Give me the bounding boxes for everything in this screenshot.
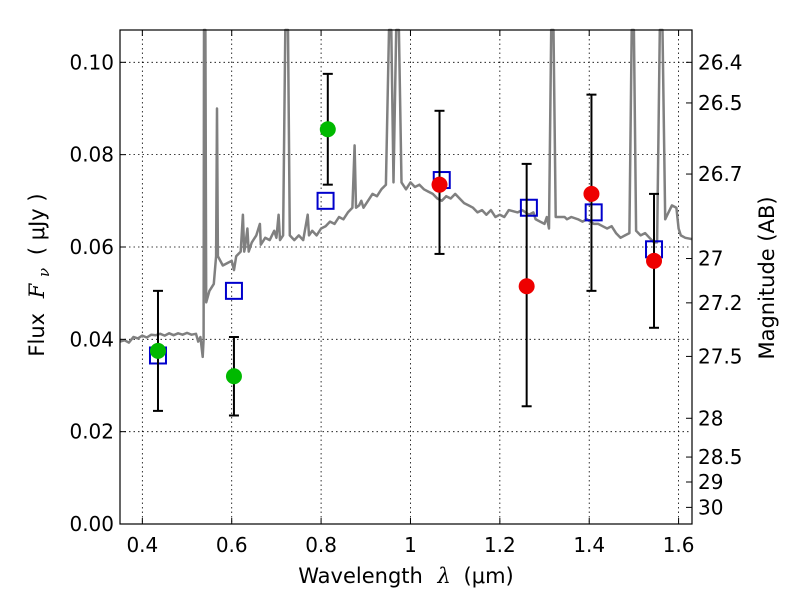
- y-tick-label-3: 0.06: [69, 235, 114, 259]
- observed-point-0-0: [149, 342, 166, 359]
- y2-tick-label-5: 27.5: [698, 344, 743, 368]
- observed-point-0-1: [225, 368, 242, 385]
- y-tick-label-2: 0.04: [69, 327, 114, 351]
- plot-frame: [119, 29, 693, 525]
- x-tick-label-2: 0.8: [305, 533, 337, 557]
- y2-tick-label-9: 30: [698, 495, 723, 519]
- x-tick-label-6: 1.6: [663, 533, 695, 557]
- y2-tick-label-8: 29: [698, 470, 723, 494]
- x-tick-label-4: 1.2: [484, 533, 516, 557]
- x-tick-label-5: 1.4: [573, 533, 605, 557]
- observed-point-1-1: [518, 278, 535, 295]
- model-square-4: [519, 198, 538, 217]
- y-axis-label-text: Flux: [25, 313, 49, 357]
- y-tick-label-1: 0.02: [69, 420, 114, 444]
- y-tick-label-5: 0.10: [69, 50, 114, 74]
- observed-point-1-0: [431, 176, 448, 193]
- model-spectrum-line: [119, 28, 693, 359]
- right-axis-label: Magnitude (AB): [755, 196, 779, 359]
- observed-point-1-3: [646, 252, 663, 269]
- y-axis-unit: ( μJy ): [25, 193, 49, 255]
- y-tick-label-4: 0.08: [69, 143, 114, 167]
- model-spectrum-layer: [119, 28, 693, 359]
- model-square-5: [584, 203, 603, 222]
- y-tick-label-0: 0.00: [69, 512, 114, 536]
- observed-point-0-2: [319, 121, 336, 138]
- observed-photometry-layer: [149, 72, 663, 417]
- y2-tick-label-3: 27: [698, 247, 723, 271]
- y2-tick-label-0: 26.4: [698, 50, 743, 74]
- y-axis-subscript: ν: [35, 268, 53, 277]
- x-tick-label-0: 0.4: [126, 533, 158, 557]
- axes: 0.4 0.6 0.8 1 1.2 1.4 1.6 0.00 0.02 0.04 0.06 0.08 0…: [69, 29, 743, 557]
- model-square-2: [316, 191, 335, 210]
- x-tick-label-3: 1: [404, 533, 417, 557]
- x-axis-label: Wavelength λ (μm): [298, 564, 513, 588]
- y2-tick-label-7: 28.5: [698, 445, 743, 469]
- model-square-1: [224, 281, 243, 300]
- y2-tick-label-4: 27.2: [698, 291, 743, 315]
- y2-tick-label-2: 26.7: [698, 162, 743, 186]
- x-tick-label-1: 0.6: [216, 533, 248, 557]
- x-axis-symbol: λ: [437, 564, 451, 588]
- y-axis-symbol: F: [25, 282, 49, 299]
- y2-tick-label-1: 26.5: [698, 91, 743, 115]
- observed-point-1-2: [583, 185, 600, 202]
- x-axis-label-text: Wavelength: [298, 564, 423, 588]
- y-axis-label: Flux F ν ( μJy ): [25, 193, 54, 356]
- x-axis-unit: (μm): [464, 564, 514, 588]
- y2-tick-label-6: 28: [698, 406, 723, 430]
- model-photometry-layer: [148, 171, 664, 365]
